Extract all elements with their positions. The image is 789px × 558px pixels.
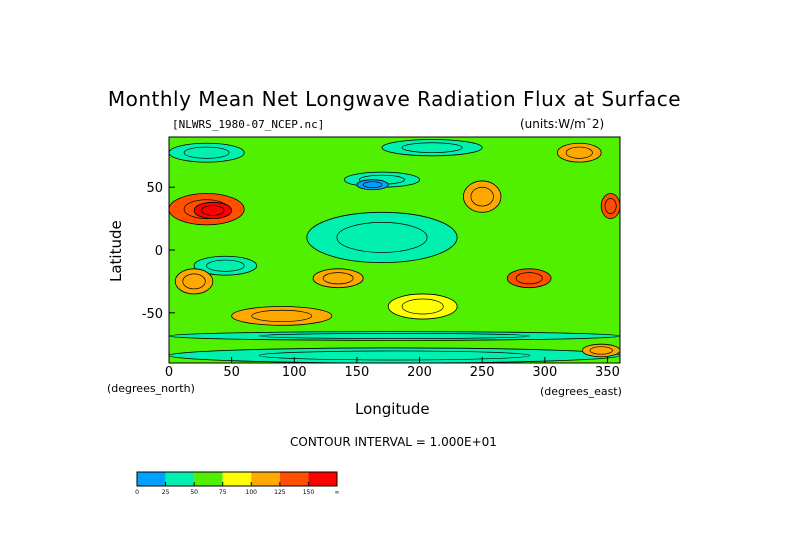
y-tick-label: 50 <box>146 181 163 196</box>
colorbar-swatch <box>279 472 309 486</box>
contour-line <box>206 259 245 272</box>
colorbar-swatch <box>251 472 280 486</box>
colorbar-frame <box>136 471 338 487</box>
x-tick-label: 200 <box>407 365 432 380</box>
contour-line <box>470 186 494 207</box>
contour-line <box>322 272 354 285</box>
units-label: (units:W/m¯2) <box>520 117 605 131</box>
contour-line <box>362 181 383 189</box>
y-unit-label: (degrees_north) <box>107 382 195 395</box>
contour-line <box>565 146 593 159</box>
contour-region <box>506 268 552 289</box>
contour-line <box>515 272 543 285</box>
colorbar-swatch <box>308 472 337 486</box>
contour-line <box>401 298 444 315</box>
contour-line <box>589 346 613 355</box>
colorbar-label: 0 <box>135 489 139 496</box>
contour-region <box>387 293 458 320</box>
contour-region <box>174 268 214 295</box>
colorbar-swatch <box>165 472 195 486</box>
contour-line <box>258 333 531 339</box>
x-tick-label: 350 <box>595 365 620 380</box>
contour-region <box>600 193 620 220</box>
contour-line <box>401 142 463 153</box>
contour-region <box>169 331 620 341</box>
contour-line <box>183 146 230 159</box>
contour-interval-label: CONTOUR INTERVAL = 1.000E+01 <box>290 435 497 449</box>
contour-line <box>336 222 428 253</box>
contour-region <box>193 255 258 276</box>
contour-region <box>169 347 620 363</box>
contour-region <box>306 211 458 263</box>
contour-line <box>251 309 313 322</box>
x-tick-label: 150 <box>345 365 370 380</box>
x-tick-label: 0 <box>165 365 173 380</box>
colorbar-label: 75 <box>219 489 227 496</box>
contour-region <box>463 180 502 213</box>
x-tick-label: 50 <box>223 365 240 380</box>
contour-region <box>169 142 245 163</box>
contour-line <box>182 273 206 290</box>
contour-line <box>201 205 225 216</box>
contour-region <box>193 201 233 220</box>
colorbar-label: 150 <box>303 489 315 496</box>
contour-region <box>312 268 364 289</box>
x-axis-label: Longitude <box>355 400 430 418</box>
contour-line <box>604 198 617 214</box>
x-unit-label: (degrees_east) <box>540 385 622 398</box>
contour-region <box>356 179 389 191</box>
colorbar-label: ∞ <box>335 489 340 496</box>
chart-title: Monthly Mean Net Longwave Radiation Flux… <box>107 87 682 111</box>
contour-line <box>258 350 531 361</box>
colorbar-swatch <box>222 472 252 486</box>
contour-region <box>556 142 602 163</box>
x-tick-label: 300 <box>532 365 557 380</box>
y-tick-label: 0 <box>155 244 163 259</box>
x-tick-label: 100 <box>282 365 307 380</box>
y-tick-label: -50 <box>142 307 163 322</box>
contour-region <box>381 139 483 157</box>
file-label: [NLWRS_1980-07_NCEP.nc] <box>172 118 325 131</box>
contour-region <box>582 343 620 358</box>
colorbar-swatch <box>194 472 223 486</box>
colorbar-swatch <box>137 472 166 486</box>
colorbar-label: 125 <box>274 489 286 496</box>
colorbar-label: 50 <box>190 489 198 496</box>
colorbar-label: 25 <box>162 489 170 496</box>
contour-region <box>231 306 333 326</box>
colorbar-label: 100 <box>246 489 258 496</box>
x-tick-label: 250 <box>470 365 495 380</box>
